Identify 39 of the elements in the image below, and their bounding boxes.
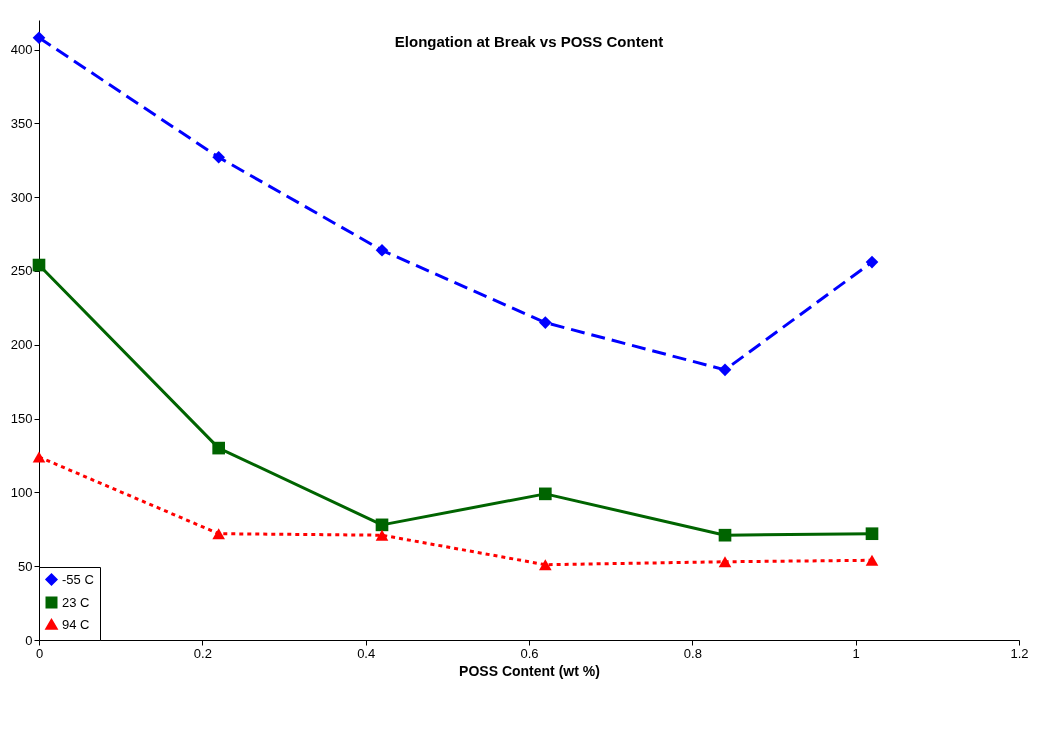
point	[32, 451, 46, 463]
y-tick-label: 350	[10, 115, 33, 131]
legend-label: 23 C	[62, 594, 90, 610]
x-tick-label: 1.2	[1010, 645, 1029, 661]
legend-label: -55 C	[62, 571, 94, 587]
point	[212, 441, 225, 455]
point	[32, 258, 46, 272]
y-tick-label: 400	[10, 42, 33, 58]
point	[212, 150, 225, 164]
y-tick-label: 250	[10, 263, 33, 279]
x-tick-label: 1	[852, 645, 860, 661]
point	[375, 243, 389, 257]
x-tick-label: 0.2	[193, 645, 212, 661]
y-tick-label: 300	[10, 189, 33, 205]
point	[718, 528, 732, 542]
point	[718, 363, 732, 377]
point	[865, 527, 879, 541]
x-tick-label: 0.8	[683, 645, 702, 661]
point	[212, 528, 225, 540]
y-tick-label: 50	[18, 558, 33, 574]
point	[718, 556, 732, 568]
point	[32, 31, 46, 45]
y-tick-label: 200	[10, 337, 33, 353]
legend-label: 94 C	[62, 616, 90, 632]
point	[865, 255, 879, 269]
x-axis-title: POSS Content (wt %)	[459, 662, 600, 679]
x-tick-label: 0.6	[520, 645, 539, 661]
point	[375, 529, 389, 541]
point	[865, 554, 879, 566]
text: Elongation at Break vs POSS Content	[394, 33, 664, 50]
y-tick-label: 100	[10, 484, 33, 500]
point	[375, 518, 389, 532]
point	[539, 559, 552, 571]
y-tick-label: 0	[25, 632, 33, 648]
point	[539, 487, 552, 501]
point	[539, 316, 552, 329]
x-tick-label: 0	[35, 645, 44, 661]
x-tick-label: 0.4	[357, 645, 376, 661]
y-tick-label: 150	[10, 411, 33, 427]
